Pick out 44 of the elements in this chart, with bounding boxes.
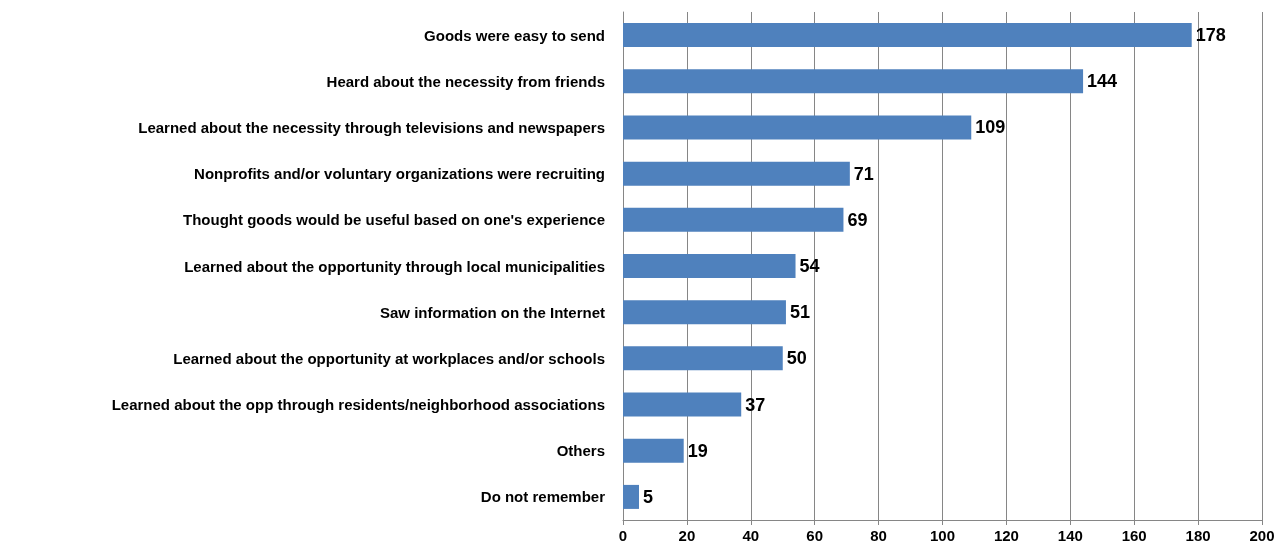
bar [623,300,786,325]
x-tick-label: 100 [929,527,956,544]
bar [623,207,844,232]
y-tick-label: Others [556,442,605,460]
data-label: 71 [853,163,874,184]
x-tick-label: 80 [870,527,887,544]
x-tick-label: 40 [742,527,760,544]
x-tick-label: 0 [618,527,628,544]
bar [623,346,783,371]
y-tick-label: Learned about the opportunity through local municipalities [184,257,605,275]
bar [623,253,796,279]
data-label: 5 [642,486,653,507]
bar [623,438,684,463]
x-tick-label: 120 [993,527,1019,544]
data-label: 178 [1195,25,1226,46]
data-label: 19 [687,440,708,461]
x-tick-label: 200 [1249,527,1275,544]
data-label: 37 [745,394,766,415]
data-label: 54 [799,256,820,276]
y-tick-label: Learned about the opportunity at workplaces and/or schools [173,349,605,367]
y-tick-label: Nonprofits and/or voluntary organizations were recruiting [194,165,605,183]
y-tick-label: Saw information on the Internet [379,303,605,321]
y-tick-label: Thought goods would be useful based on one's experience [183,211,605,229]
y-tick-label: Do not remember [480,488,606,506]
bar [623,484,639,509]
y-tick-label: Goods were easy to send [424,26,605,44]
bar [623,69,1084,94]
data-label: 51 [789,302,810,323]
bar [623,23,1192,48]
bar [623,161,850,186]
x-tick-label: 160 [1121,527,1147,544]
data-label: 50 [786,348,807,369]
y-tick-label: Heard about the necessity from friends [326,72,605,90]
data-label: 69 [847,209,868,230]
x-tick-label: 180 [1185,527,1211,544]
bar [623,115,972,140]
y-tick-label: Learned about the opp through residents/neighborhood associations [111,396,605,414]
y-tick-label: Learned about the necessity through televisions and newspapers [138,118,605,136]
x-tick-label: 20 [678,527,696,544]
data-label: 109 [975,117,1006,138]
bar [623,392,742,417]
x-tick-label: 60 [806,527,824,544]
x-tick-label: 140 [1057,527,1083,544]
data-label: 144 [1087,71,1118,92]
